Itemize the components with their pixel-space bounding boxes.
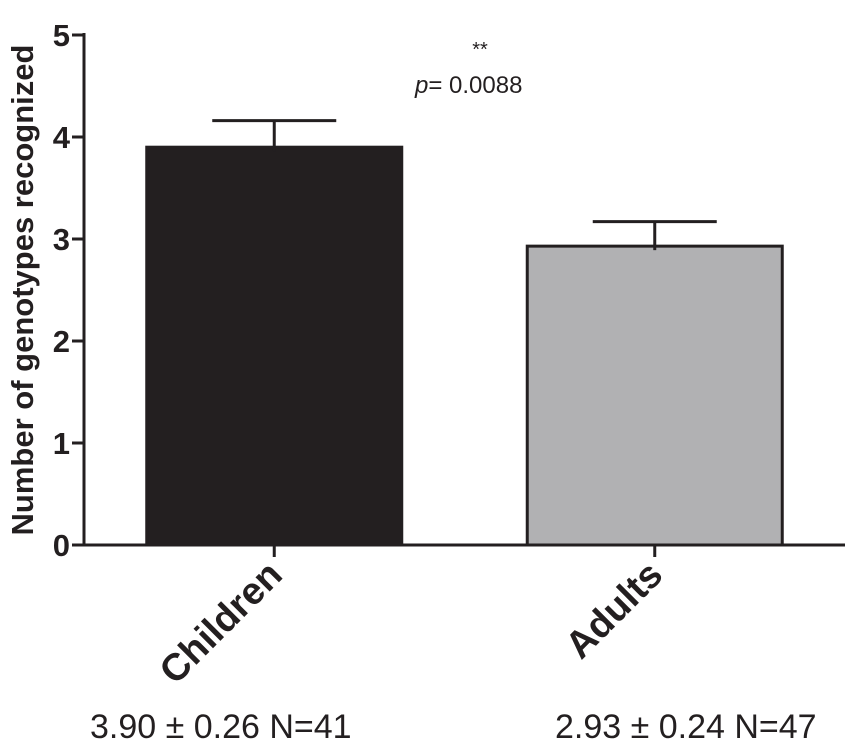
y-tick-label: 4 (53, 120, 71, 155)
significance-stars: ** (472, 39, 488, 61)
bars (145, 145, 784, 547)
p-value-annotation: p= 0.0088 (414, 72, 522, 99)
y-tick-label: 5 (53, 18, 70, 53)
labels: Children Adults (152, 554, 671, 693)
bar-adults (525, 244, 784, 547)
bar-children (145, 145, 404, 547)
y-tick-label: 3 (53, 222, 70, 257)
p-value-symbol: p (414, 72, 428, 99)
y-axis-label: Number of genotypes recognized (5, 45, 40, 536)
y-tick-label: 1 (53, 426, 70, 461)
category-label: Adults (558, 554, 671, 667)
error-bars (212, 119, 717, 251)
y-tick-label: 0 (53, 528, 70, 563)
summary-adults: 2.93 ± 0.24 N=47 (555, 708, 817, 746)
y-tick-label: 2 (53, 324, 70, 359)
p-value-text: = 0.0088 (428, 72, 522, 99)
category-label: Children (152, 554, 291, 693)
axes: 0 1 2 3 4 5 (53, 18, 845, 563)
summary-children: 3.90 ± 0.26 N=41 (90, 708, 352, 746)
